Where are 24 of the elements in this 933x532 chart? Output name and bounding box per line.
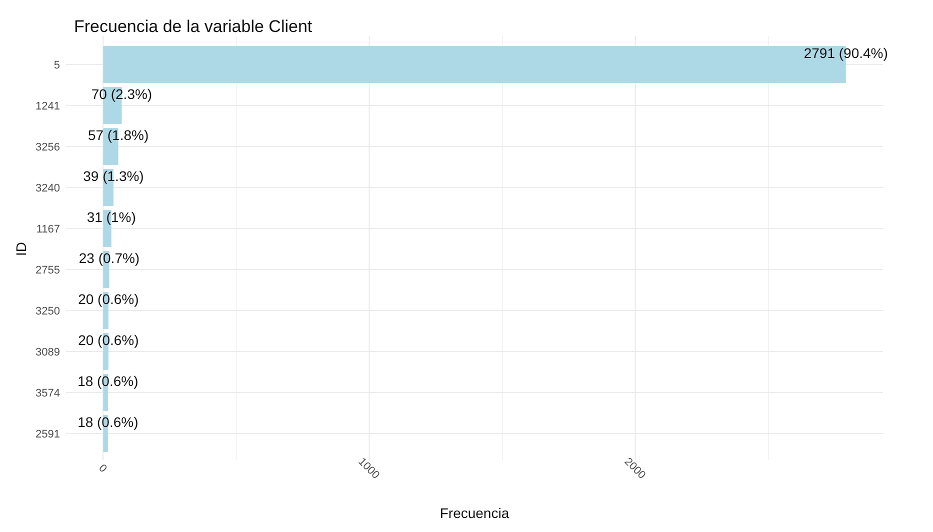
- data-label: 20 (0.6%): [78, 290, 139, 307]
- y-tick-label: 2755: [36, 264, 60, 276]
- data-label: 18 (0.6%): [78, 414, 138, 430]
- y-tick-label: 5: [54, 59, 60, 72]
- data-label: 2791 (90.4%): [804, 44, 888, 61]
- y-tick-label: 3574: [36, 387, 60, 400]
- y-tick-label: 3240: [36, 182, 60, 194]
- data-label: 18 (0.6%): [78, 372, 138, 389]
- y-tick-label: 3256: [36, 141, 60, 154]
- y-tick-label: 1167: [36, 223, 60, 236]
- chart-title: Frecuencia de la variable Client: [74, 17, 312, 36]
- data-label: 39 (1.3%): [83, 168, 144, 184]
- x-tick-label: 0: [96, 462, 109, 476]
- data-label: 57 (1.8%): [88, 126, 149, 143]
- y-tick-label: 2591: [36, 428, 60, 440]
- data-label: 31 (1%): [86, 208, 136, 225]
- y-tick-label: 3250: [36, 305, 60, 318]
- y-tick-label: 1241: [36, 100, 60, 112]
- data-label: 23 (0.7%): [78, 250, 140, 266]
- data-label: 20 (0.6%): [78, 332, 139, 348]
- y-axis-title: ID: [13, 242, 29, 256]
- x-axis-title: Frecuencia: [440, 505, 510, 521]
- data-label: 70 (2.3%): [91, 86, 152, 102]
- y-tick-label: 3089: [36, 346, 60, 358]
